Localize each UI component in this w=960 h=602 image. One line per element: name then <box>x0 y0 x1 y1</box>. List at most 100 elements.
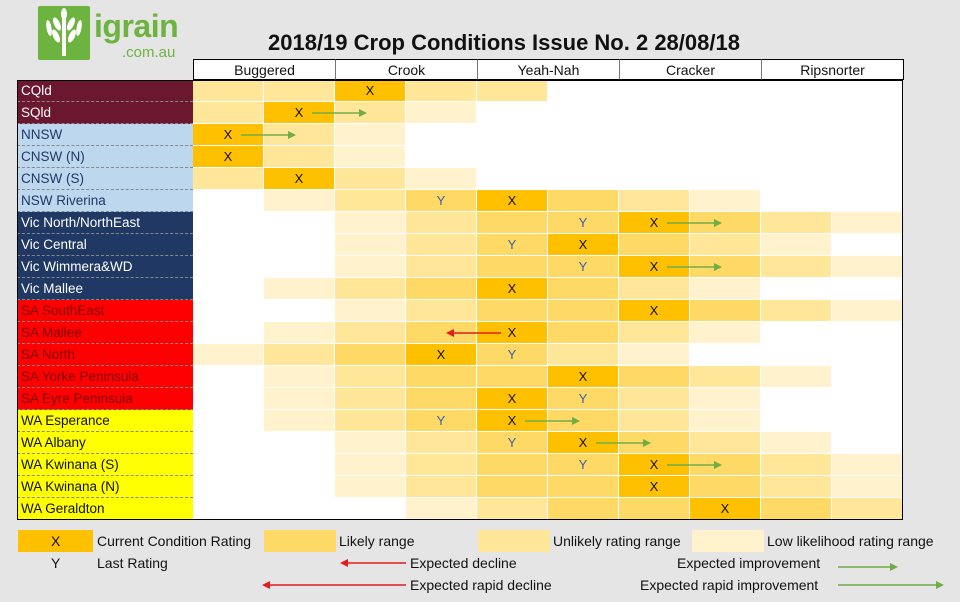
last-rating-mark: Y <box>436 413 446 428</box>
legend-improvement-label: Expected improvement <box>677 555 821 571</box>
rating-cell <box>619 432 690 454</box>
rating-cell <box>761 234 832 256</box>
rating-cell <box>761 366 832 388</box>
rating-cell <box>477 476 548 498</box>
rating-cell <box>335 124 406 146</box>
rating-cell <box>761 146 832 168</box>
rating-cell <box>406 432 477 454</box>
rating-cell <box>335 278 406 300</box>
current-rating-mark: X <box>578 237 588 252</box>
region-label: CNSW (N) <box>17 146 193 168</box>
rating-cell <box>832 80 903 102</box>
rating-cell <box>193 168 264 190</box>
rating-cell: X <box>477 278 548 300</box>
rating-cell <box>690 278 761 300</box>
rating-cell <box>619 322 690 344</box>
rating-cell <box>335 432 406 454</box>
rating-cell <box>335 388 406 410</box>
chart-title: 2018/19 Crop Conditions Issue No. 2 28/0… <box>268 30 740 55</box>
expected-decline-arrow-icon <box>445 329 501 337</box>
rating-cell <box>690 300 761 322</box>
rating-cell <box>832 124 903 146</box>
region-label: SQld <box>17 102 193 124</box>
region-label: SA Yorke Peninsula <box>17 366 193 388</box>
rating-cell <box>761 344 832 366</box>
legend-current-swatch <box>18 530 93 552</box>
current-rating-mark: X <box>649 303 659 318</box>
last-rating-mark: Y <box>507 347 517 362</box>
rating-cell <box>832 234 903 256</box>
legend-last-mark: Y <box>51 555 61 571</box>
wheat-icon <box>38 6 90 60</box>
rating-cell <box>264 256 335 278</box>
rating-cell <box>832 476 903 498</box>
rating-cell <box>619 124 690 146</box>
rating-cell: X <box>477 190 548 212</box>
rating-cell <box>477 366 548 388</box>
rating-cell: X <box>477 388 548 410</box>
rating-cell: X <box>264 168 335 190</box>
region-label: NNSW <box>17 124 193 146</box>
rating-cell <box>761 278 832 300</box>
rating-cell <box>406 498 477 520</box>
rating-cell <box>406 454 477 476</box>
rating-cell <box>832 366 903 388</box>
rating-cell <box>335 190 406 212</box>
rating-cell <box>690 476 761 498</box>
expected-improvement-arrow-icon <box>311 109 367 117</box>
last-rating-mark: Y <box>507 237 517 252</box>
rating-cell <box>690 146 761 168</box>
rating-cell <box>406 256 477 278</box>
current-rating-mark: X <box>649 259 659 274</box>
rating-cell: X <box>619 476 690 498</box>
rating-cell <box>335 366 406 388</box>
rating-cell <box>761 80 832 102</box>
rating-cell <box>832 278 903 300</box>
expected-improvement-arrow-icon <box>666 263 722 271</box>
rating-cell <box>406 476 477 498</box>
rating-cell: Y <box>548 388 619 410</box>
region-label: SA Eyre Peninsula <box>17 388 193 410</box>
rating-cell <box>477 256 548 278</box>
rating-cell <box>548 146 619 168</box>
rating-cell <box>264 234 335 256</box>
current-rating-mark: X <box>507 281 517 296</box>
rating-cell <box>761 454 832 476</box>
rating-cell <box>406 80 477 102</box>
rating-cell <box>193 476 264 498</box>
rating-cell <box>406 102 477 124</box>
rating-cell <box>335 410 406 432</box>
rating-cell <box>335 300 406 322</box>
rating-cell <box>832 388 903 410</box>
rating-cell <box>335 454 406 476</box>
rating-cell: Y <box>406 190 477 212</box>
region-label: CQld <box>17 80 193 102</box>
rating-cell <box>264 124 335 146</box>
rating-cell <box>335 344 406 366</box>
rating-cell <box>193 190 264 212</box>
rating-cell <box>193 256 264 278</box>
rating-cell <box>690 454 761 476</box>
rating-cell <box>548 278 619 300</box>
rating-cell <box>193 498 264 520</box>
rating-cell <box>548 190 619 212</box>
rating-cell <box>619 498 690 520</box>
rating-cell <box>264 388 335 410</box>
rating-cell: Y <box>477 234 548 256</box>
current-rating-mark: X <box>649 215 659 230</box>
rating-cell: Y <box>548 212 619 234</box>
rating-cell <box>264 146 335 168</box>
rating-cell <box>761 476 832 498</box>
rating-cell: X <box>690 498 761 520</box>
legend-last-label: Last Rating <box>97 555 168 571</box>
rating-cell <box>548 102 619 124</box>
logo-domain: .com.au <box>122 44 176 61</box>
rating-cell <box>193 278 264 300</box>
region-label: NSW Riverina <box>17 190 193 212</box>
rating-cell <box>619 366 690 388</box>
rating-cell <box>335 256 406 278</box>
rating-cell <box>406 278 477 300</box>
current-rating-mark: X <box>720 501 730 516</box>
rating-cell <box>335 322 406 344</box>
rating-cell <box>832 300 903 322</box>
